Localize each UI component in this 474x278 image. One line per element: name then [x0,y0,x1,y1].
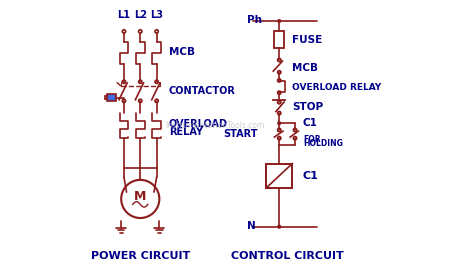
Text: M: M [134,190,146,203]
Text: MCB: MCB [292,63,318,73]
Text: STOP: STOP [292,102,323,112]
Text: CONTACTOR: CONTACTOR [169,86,236,96]
Text: L3: L3 [150,11,163,21]
Text: L1: L1 [118,11,130,21]
Text: OVERLOAD: OVERLOAD [169,119,228,129]
Text: L2: L2 [134,11,147,21]
Text: N: N [247,221,256,231]
Bar [107,94,116,101]
Text: HOLDING: HOLDING [303,139,343,148]
Text: FUSE: FUSE [292,34,322,44]
Text: START: START [223,129,257,139]
Text: C1: C1 [303,118,318,128]
Text: MCB: MCB [169,47,195,57]
Circle shape [278,225,281,228]
Circle shape [278,122,281,125]
Bar [266,163,292,188]
Bar [274,31,284,48]
Text: Ph: Ph [247,15,262,25]
Bar [107,94,116,101]
Text: CONTROL CIRCUIT: CONTROL CIRCUIT [231,251,344,261]
Text: POWER CIRCUIT: POWER CIRCUIT [91,251,190,261]
Text: OVERLOAD RELAY: OVERLOAD RELAY [292,83,381,92]
Text: C1: C1 [303,171,319,181]
Text: RELAY: RELAY [169,127,203,137]
Text: InstrumentationTools.com: InstrumentationTools.com [165,121,265,130]
Circle shape [278,20,281,23]
Text: FOR: FOR [303,135,320,144]
